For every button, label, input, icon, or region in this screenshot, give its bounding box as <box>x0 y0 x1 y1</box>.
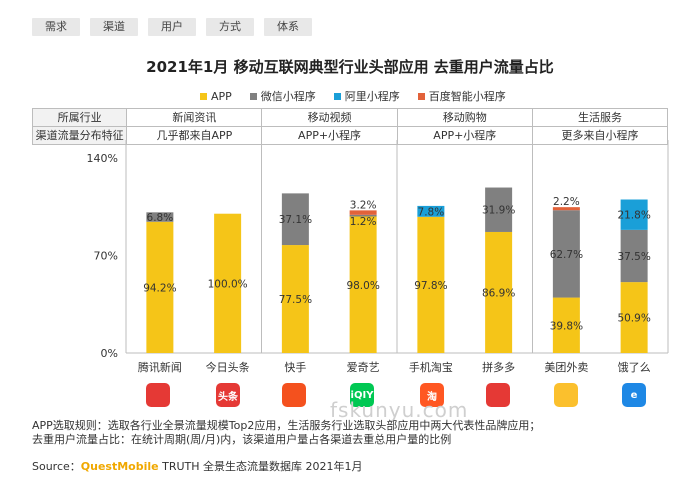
data-label: 2.2% <box>553 196 580 208</box>
data-label: 86.9% <box>482 287 515 299</box>
legend-label-alipay: 阿里小程序 <box>344 90 400 103</box>
bar-segment <box>417 216 445 353</box>
feature-cell: APP+小程序 <box>261 126 398 145</box>
footnote-line-1: APP选取规则：选取各行业全景流量规模Top2应用，生活服务行业选取头部应用中两… <box>32 419 541 432</box>
data-label: 77.5% <box>279 294 312 306</box>
feature-cell: APP+小程序 <box>396 126 533 145</box>
feature-cell: 几乎都来自APP <box>126 126 263 145</box>
legend-label-app: APP <box>211 89 232 103</box>
data-label: 1.2% <box>350 216 377 228</box>
kuaishou-logo <box>282 383 306 407</box>
pinduoduo-logo <box>486 383 510 407</box>
eleme-logo: e <box>622 383 646 407</box>
source-line: Source：QuestMobile TRUTH 全景生态流量数据库 2021年… <box>32 458 363 474</box>
bar-segment <box>146 221 174 353</box>
x-category-label: 今日头条 <box>206 360 250 374</box>
bar-segment <box>620 199 648 230</box>
bar-segment <box>281 193 309 246</box>
legend-swatch-baidu <box>417 92 425 100</box>
y-tick-label: 140% <box>87 152 118 165</box>
legend-label-baidu: 百度智能小程序 <box>428 90 506 103</box>
bar-segment <box>214 213 242 353</box>
watermark: fskunyu.com <box>330 398 469 422</box>
x-category-label: 腾讯新闻 <box>138 360 182 374</box>
industry-table: 所属行业 新闻资讯 移动视频 移动购物 生活服务 渠道流量分布特征 几乎都来自A… <box>31 108 669 145</box>
tab-用户[interactable]: 用户 <box>148 18 196 36</box>
source-brand: QuestMobile <box>80 460 159 473</box>
section-tabs: 需求 渠道 用户 方式 体系 <box>32 18 322 36</box>
legend-swatch-wechat <box>249 92 257 100</box>
legend-swatch-app <box>200 92 207 100</box>
y-tick-label: 70% <box>94 250 118 263</box>
feature-row: 渠道流量分布特征 几乎都来自APP APP+小程序 APP+小程序 更多来自小程… <box>31 126 669 145</box>
bar-segment <box>281 245 309 353</box>
industry-row-header: 所属行业 <box>31 108 128 127</box>
bar-segment <box>552 210 580 298</box>
data-label: 50.9% <box>617 313 650 325</box>
bar-segment <box>552 207 580 211</box>
bar-segment <box>552 297 580 353</box>
data-label: 98.0% <box>346 280 379 292</box>
industry-cell: 移动购物 <box>396 108 533 127</box>
x-category-label: 拼多多 <box>482 360 515 374</box>
stacked-bar-chart: 0% 70% 140% 94.2% 6.8% 腾讯新闻 100.0% 今日头条 77.5% 37.… <box>87 140 669 374</box>
legend-item-baidu: 百度智能小程序 <box>417 88 506 104</box>
footnote-line-2: 去重用户流量占比：在统计周期(周/月)内，该渠道用户量占各渠道去重总用户量的比例 <box>32 433 452 446</box>
legend-item-app: APP <box>200 90 232 103</box>
taobao-logo: 淘 <box>420 383 444 407</box>
legend-item-alipay: 阿里小程序 <box>333 88 400 104</box>
x-category-label: 手机淘宝 <box>409 360 453 374</box>
legend-item-wechat: 微信小程序 <box>249 88 316 104</box>
source-prefix: Source： <box>32 460 81 473</box>
bar-segment <box>417 205 445 217</box>
legend-label-wechat: 微信小程序 <box>260 90 316 103</box>
iqiyi-logo: iQIY <box>350 383 374 407</box>
bar-segment <box>485 231 513 353</box>
data-label: 100.0% <box>208 278 248 290</box>
tab-方式[interactable]: 方式 <box>206 18 254 36</box>
feature-cell: 更多来自小程序 <box>531 126 669 145</box>
data-label: 62.7% <box>550 249 583 261</box>
source-suffix: TRUTH 全景生态流量数据库 2021年1月 <box>158 460 363 473</box>
data-label: 31.9% <box>482 205 515 217</box>
data-label: 7.8% <box>418 206 445 218</box>
data-label: 37.5% <box>617 251 650 263</box>
tencent-news-logo <box>146 383 170 407</box>
tab-需求[interactable]: 需求 <box>32 18 80 36</box>
toutiao-logo: 头条 <box>216 383 240 407</box>
industry-cell: 移动视频 <box>261 108 398 127</box>
data-label: 37.1% <box>279 214 312 226</box>
data-label: 97.8% <box>414 280 447 292</box>
chart-legend: APP 微信小程序 阿里小程序 百度智能小程序 <box>200 88 524 104</box>
industry-cell: 生活服务 <box>531 108 669 127</box>
x-category-label: 饿了么 <box>618 360 651 374</box>
meituan-waimai-logo <box>554 383 578 407</box>
tab-体系[interactable]: 体系 <box>264 18 312 36</box>
chart-title: 2021年1月 移动互联网典型行业头部应用 去重用户流量占比 <box>146 58 554 76</box>
bar-segment <box>349 210 377 215</box>
bar-segment <box>146 212 174 222</box>
tab-渠道[interactable]: 渠道 <box>90 18 138 36</box>
bar-segment <box>620 282 648 353</box>
data-label: 3.2% <box>350 199 377 211</box>
x-category-label: 爱奇艺 <box>347 361 380 374</box>
x-category-label: 美团外卖 <box>544 361 588 374</box>
industry-row: 所属行业 新闻资讯 移动视频 移动购物 生活服务 <box>31 108 669 127</box>
feature-row-header: 渠道流量分布特征 <box>31 126 128 145</box>
bar-segment <box>620 229 648 283</box>
bar-segment <box>349 214 377 217</box>
data-label: 21.8% <box>617 210 650 222</box>
legend-swatch-alipay <box>333 92 341 100</box>
data-label: 94.2% <box>143 282 176 294</box>
y-tick-label: 0% <box>101 347 118 360</box>
footnote: APP选取规则：选取各行业全景流量规模Top2应用，生活服务行业选取头部应用中两… <box>32 419 540 447</box>
data-label: 6.8% <box>147 212 174 224</box>
x-category-label: 快手 <box>284 360 306 374</box>
data-label: 39.8% <box>550 320 583 332</box>
bar-segment <box>349 216 377 353</box>
bar-segment <box>485 187 513 232</box>
industry-cell: 新闻资讯 <box>126 108 263 127</box>
